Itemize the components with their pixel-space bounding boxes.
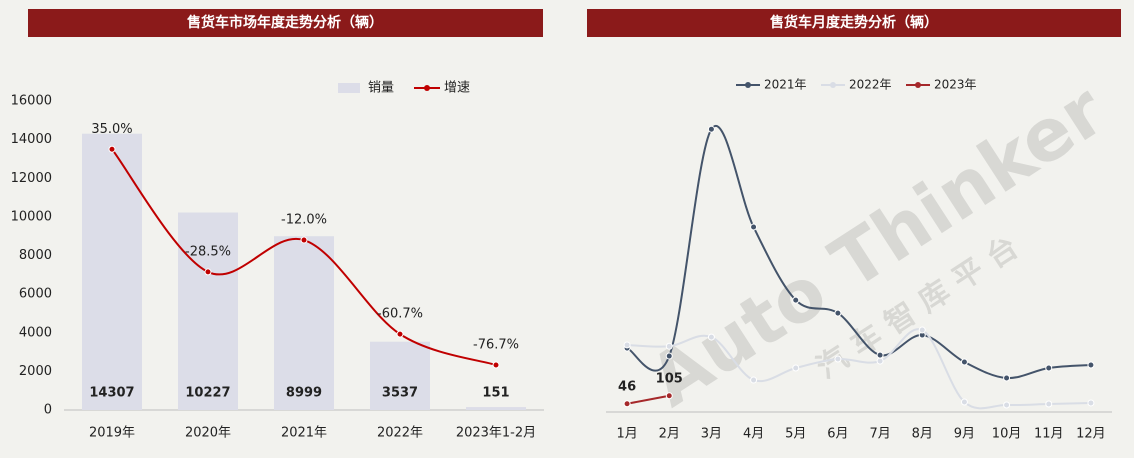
bar bbox=[274, 236, 334, 410]
point bbox=[707, 333, 715, 341]
point bbox=[876, 357, 884, 365]
point bbox=[960, 358, 968, 366]
point bbox=[1045, 364, 1053, 372]
bar-label: 14307 bbox=[89, 386, 134, 401]
legend-swatch bbox=[745, 82, 751, 88]
bar bbox=[370, 341, 430, 410]
bar bbox=[466, 407, 526, 410]
point bbox=[204, 268, 212, 276]
x-tick-label: 8月 bbox=[912, 427, 933, 442]
point bbox=[1045, 400, 1053, 408]
chart-title: 售货车月度走势分析（辆） bbox=[769, 14, 938, 31]
y-tick-label: 6000 bbox=[19, 287, 52, 302]
legend-label: 2022年 bbox=[849, 78, 892, 92]
y-tick-label: 10000 bbox=[11, 209, 52, 224]
point bbox=[707, 125, 715, 133]
bar-label: 151 bbox=[482, 386, 509, 401]
point bbox=[1087, 361, 1095, 369]
title-bar bbox=[28, 9, 543, 37]
point bbox=[300, 236, 308, 244]
point bbox=[1003, 401, 1011, 409]
bar-label: 8999 bbox=[286, 386, 322, 401]
x-tick-label: 2019年 bbox=[89, 426, 135, 441]
legend-swatch bbox=[830, 82, 836, 88]
x-tick-label: 1月 bbox=[616, 427, 637, 442]
bar bbox=[82, 133, 142, 411]
legend-label: 增速 bbox=[444, 81, 470, 96]
x-tick-label: 2021年 bbox=[281, 426, 327, 441]
bar-label: 10227 bbox=[185, 386, 230, 401]
legend-label: 2021年 bbox=[764, 78, 807, 92]
data-label: 35.0% bbox=[91, 122, 132, 137]
legend-label: 销量 bbox=[368, 81, 394, 96]
y-tick-label: 0 bbox=[44, 403, 52, 418]
point bbox=[492, 361, 500, 369]
x-tick-label: 6月 bbox=[827, 427, 848, 442]
legend-label: 2023年 bbox=[934, 78, 977, 92]
x-tick-label: 9月 bbox=[954, 427, 975, 442]
x-tick-label: 12月 bbox=[1076, 427, 1106, 442]
x-tick-label: 10月 bbox=[992, 427, 1022, 442]
y-tick-label: 12000 bbox=[11, 171, 52, 186]
point bbox=[750, 376, 758, 384]
x-tick-label: 2020年 bbox=[185, 426, 231, 441]
data-label: 105 bbox=[656, 371, 683, 386]
legend-swatch bbox=[424, 85, 430, 91]
point bbox=[834, 309, 842, 317]
point bbox=[665, 342, 673, 350]
chart-title: 售货车市场年度走势分析（辆） bbox=[186, 14, 383, 31]
legend-swatch bbox=[338, 83, 360, 93]
point bbox=[396, 330, 404, 338]
point bbox=[1087, 399, 1095, 407]
bar-label: 3537 bbox=[382, 386, 418, 401]
data-label: -12.0% bbox=[281, 213, 327, 228]
point bbox=[834, 355, 842, 363]
point bbox=[792, 364, 800, 372]
point bbox=[876, 351, 884, 359]
y-tick-label: 2000 bbox=[19, 364, 52, 379]
x-tick-label: 3月 bbox=[701, 427, 722, 442]
data-label: -60.7% bbox=[377, 307, 423, 322]
data-label: -76.7% bbox=[473, 338, 519, 353]
x-tick-label: 4月 bbox=[743, 427, 764, 442]
point bbox=[623, 400, 631, 408]
x-tick-label: 11月 bbox=[1034, 427, 1064, 442]
y-tick-label: 4000 bbox=[19, 325, 52, 340]
x-tick-label: 2月 bbox=[659, 427, 680, 442]
point bbox=[960, 398, 968, 406]
point bbox=[108, 145, 116, 153]
title-bar bbox=[587, 9, 1121, 37]
point bbox=[918, 326, 926, 334]
y-tick-label: 16000 bbox=[11, 94, 52, 109]
x-tick-label: 2022年 bbox=[377, 426, 423, 441]
data-label: -28.5% bbox=[185, 244, 231, 259]
point bbox=[1003, 374, 1011, 382]
data-label: 46 bbox=[618, 379, 636, 394]
legend-swatch bbox=[915, 82, 921, 88]
x-tick-label: 5月 bbox=[785, 427, 806, 442]
bar bbox=[178, 212, 238, 410]
y-tick-label: 14000 bbox=[11, 132, 52, 147]
point bbox=[665, 392, 673, 400]
point bbox=[792, 296, 800, 304]
y-tick-label: 8000 bbox=[19, 248, 52, 263]
point bbox=[623, 341, 631, 349]
point bbox=[750, 223, 758, 231]
x-tick-label: 7月 bbox=[869, 427, 890, 442]
point bbox=[665, 352, 673, 360]
x-tick-label: 2023年1-2月 bbox=[456, 426, 536, 441]
